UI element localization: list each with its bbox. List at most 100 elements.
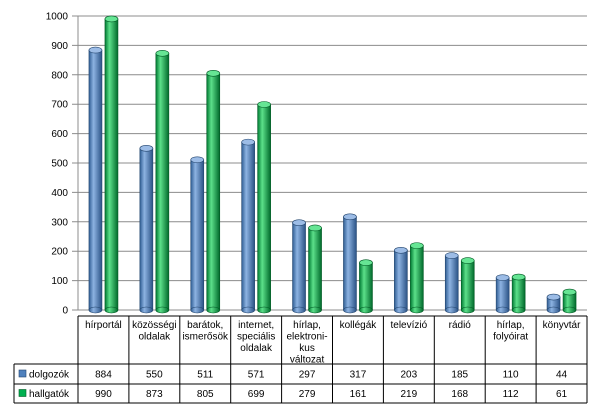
bar-top xyxy=(206,70,221,77)
legend-key-dolgozók xyxy=(18,369,27,378)
bar-dolgozók-7 xyxy=(444,255,459,311)
bar-base xyxy=(410,306,424,314)
data-value: 873 xyxy=(146,389,163,400)
bar-base xyxy=(241,306,255,314)
data-value: 884 xyxy=(95,370,112,381)
data-value: 699 xyxy=(248,389,265,400)
bar-hallgatók-5 xyxy=(359,262,373,311)
bar-base xyxy=(562,306,577,314)
bar-dolgozók-0 xyxy=(88,49,103,311)
data-value: 110 xyxy=(503,370,519,381)
bar-hallgatók-8 xyxy=(511,276,526,311)
series-name: hallgatók xyxy=(29,389,70,400)
bar-hallgatók-0 xyxy=(104,18,119,311)
data-value: 279 xyxy=(299,389,316,400)
data-value: 550 xyxy=(146,370,163,381)
bar-base xyxy=(292,306,306,314)
y-tick-label: 500 xyxy=(51,159,68,170)
y-tick-label: 800 xyxy=(51,70,68,81)
bar-top xyxy=(495,274,510,281)
bar-base xyxy=(444,306,459,314)
legend-key-hallgatók xyxy=(18,389,27,397)
bar-top xyxy=(190,156,205,164)
data-value: 511 xyxy=(197,370,213,381)
category-label: hírlap, elektroni-kus változat xyxy=(286,320,327,366)
bar-top xyxy=(155,50,170,57)
bar-dolgozók-4 xyxy=(292,222,306,311)
bar-hallgatók-2 xyxy=(206,73,221,311)
bar-top xyxy=(460,257,475,264)
bar-hallgatók-1 xyxy=(155,53,170,311)
bar-base xyxy=(308,306,322,314)
y-tick-label: 300 xyxy=(51,217,68,228)
bar-base xyxy=(460,306,475,314)
bar-top xyxy=(257,101,271,108)
data-table: hírportál közösségi oldalak barátok, ismerős… xyxy=(13,315,588,404)
series-name: dolgozók xyxy=(29,370,70,381)
data-value: 168 xyxy=(451,389,468,400)
bar-top xyxy=(139,145,154,152)
bar-dolgozók-1 xyxy=(139,148,154,311)
y-tick-label: 600 xyxy=(51,129,68,140)
y-tick-label: 200 xyxy=(51,247,68,258)
bar-top xyxy=(546,293,561,301)
data-value: 219 xyxy=(401,389,418,400)
bar-base xyxy=(190,306,205,314)
data-value: 317 xyxy=(350,370,367,381)
bar-dolgozók-3 xyxy=(241,141,255,311)
bar-base xyxy=(343,306,357,314)
bar-top xyxy=(104,15,119,23)
bar-top xyxy=(359,259,373,266)
data-value: 61 xyxy=(556,389,568,400)
bar-base xyxy=(257,306,271,314)
bar-dolgozók-8 xyxy=(495,277,510,311)
bar-base xyxy=(495,306,510,314)
bar-top xyxy=(410,242,424,249)
bar-top xyxy=(88,46,103,54)
data-value: 297 xyxy=(299,370,316,381)
bar-hallgatók-4 xyxy=(308,227,322,311)
bar-dolgozók-5 xyxy=(343,216,357,311)
data-value: 161 xyxy=(350,389,367,400)
category-label: kollégák xyxy=(340,320,378,331)
y-tick-label: 100 xyxy=(51,276,68,287)
y-tick-label: 1000 xyxy=(46,12,69,23)
bar-dolgozók-2 xyxy=(190,159,205,311)
category-label: internet, speciális oldalak xyxy=(237,320,275,354)
bar-top xyxy=(562,288,577,296)
category-label: hírportál xyxy=(85,320,122,331)
bar-top xyxy=(292,219,306,226)
bar-top xyxy=(444,252,459,259)
bar-top xyxy=(241,138,255,146)
data-value: 990 xyxy=(95,389,112,400)
bar-base xyxy=(155,306,170,314)
y-tick-label: 700 xyxy=(51,100,68,111)
bar-base xyxy=(511,306,526,314)
category-label: barátok, ismerősök xyxy=(182,320,229,343)
bar-base xyxy=(139,306,154,314)
bar-base xyxy=(206,306,221,314)
y-tick-label: 400 xyxy=(51,188,68,199)
y-tick-label: 900 xyxy=(51,41,68,52)
bar-top xyxy=(343,213,357,221)
bar-dolgozók-6 xyxy=(394,250,408,311)
bar-top xyxy=(511,273,526,281)
category-label: közösségi oldalak xyxy=(132,320,176,343)
data-value: 112 xyxy=(503,389,519,400)
data-value: 185 xyxy=(451,370,468,381)
bar-top xyxy=(308,224,322,232)
data-value: 571 xyxy=(248,370,265,381)
category-label: rádió xyxy=(449,320,472,331)
bar-hallgatók-6 xyxy=(410,245,424,311)
bar-top xyxy=(394,247,408,254)
data-value: 44 xyxy=(556,370,568,381)
bar-base xyxy=(359,306,373,314)
bar-base xyxy=(104,306,119,314)
bar-base xyxy=(546,306,561,314)
y-axis: 0 100 200 300 400 500 600 700 800 900 1000 xyxy=(46,12,79,317)
category-label: könyvtár xyxy=(543,320,581,331)
bar-hallgatók-7 xyxy=(460,260,475,311)
y-tick-label: 0 xyxy=(62,306,68,317)
category-label: hírlap, folyóirat xyxy=(493,320,528,343)
